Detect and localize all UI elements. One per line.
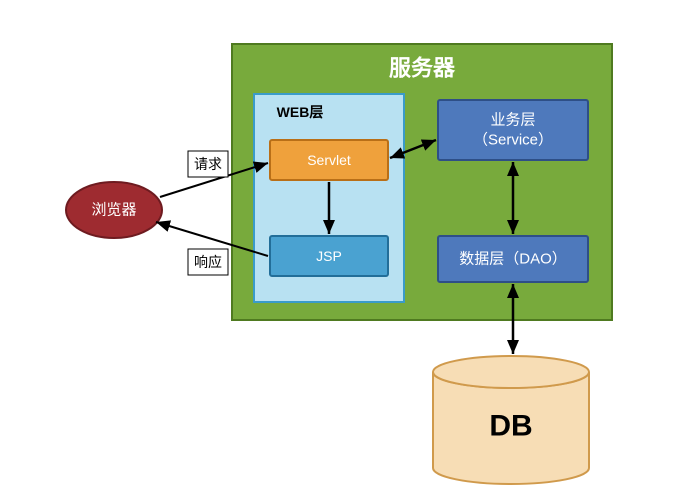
svg-text:浏览器: 浏览器 <box>91 202 136 219</box>
svg-text:JSP: JSP <box>316 248 342 264</box>
svg-text:DB: DB <box>489 410 532 443</box>
svg-text:数据层（DAO）: 数据层（DAO） <box>459 251 567 268</box>
svg-text:WEB层: WEB层 <box>277 104 324 120</box>
svg-text:业务层: 业务层 <box>490 112 535 129</box>
db-cylinder-top <box>433 356 589 388</box>
service-node <box>438 100 588 160</box>
svg-text:（Service）: （Service） <box>473 132 553 149</box>
svg-text:请求: 请求 <box>194 156 222 172</box>
svg-text:响应: 响应 <box>194 254 222 270</box>
svg-text:Servlet: Servlet <box>307 152 351 168</box>
architecture-diagram: 服务器 WEB层 Servlet JSP 业务层 （Service） 数据层（DAO） 浏览器… <box>0 0 691 500</box>
svg-text:服务器: 服务器 <box>389 56 456 81</box>
